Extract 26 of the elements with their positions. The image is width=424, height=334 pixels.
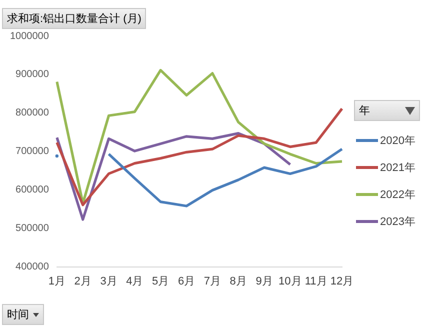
x-tick-label: 11月 (304, 275, 328, 288)
legend-label: 2021年 (380, 161, 416, 175)
x-tick-label: 12月 (330, 275, 354, 288)
x-tick-label: 5月 (152, 275, 170, 288)
legend-label: 2020年 (380, 134, 416, 148)
y-tick-label: 900000 (16, 69, 50, 80)
y-tick-label: 1000000 (10, 30, 50, 42)
y-tick-label: 800000 (16, 108, 50, 119)
x-tick-label: 8月 (230, 275, 247, 288)
x-tick-label: 9月 (256, 275, 273, 288)
x-tick-label: 3月 (100, 275, 118, 288)
y-tick-label: 500000 (16, 223, 50, 234)
x-tick-label: 2月 (74, 275, 92, 288)
legend-label: 2023年 (380, 215, 416, 229)
y-tick-label: 700000 (16, 146, 50, 158)
x-tick-label: 10月 (278, 275, 302, 288)
chart-title: 求和项:铝出口数量合计 (月) (2, 8, 146, 29)
x-tick-label: 1月 (48, 275, 66, 288)
legend-label: 2022年 (380, 188, 416, 202)
x-tick-label: 4月 (126, 275, 144, 288)
y-tick-label: 600000 (16, 184, 50, 196)
legend-title: 年 (359, 104, 370, 118)
x-axis-title: 时间 (7, 308, 29, 322)
x-tick-label: 7月 (204, 275, 221, 288)
y-tick-label: 400000 (16, 262, 50, 273)
x-tick-label: 6月 (178, 275, 196, 288)
